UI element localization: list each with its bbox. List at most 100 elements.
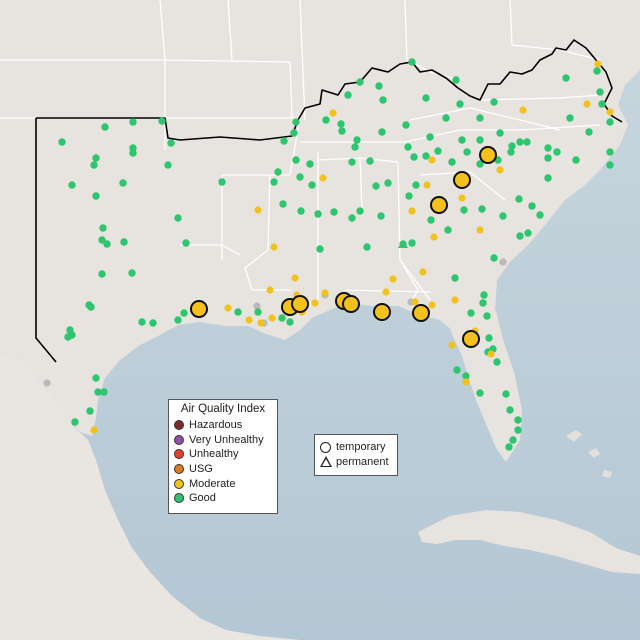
site-good-marker[interactable] [297, 207, 305, 215]
site-good-marker[interactable] [286, 318, 294, 326]
site-good-marker[interactable] [502, 390, 510, 398]
site-good-marker[interactable] [524, 229, 532, 237]
site-good-marker[interactable] [483, 312, 491, 320]
site-good-marker[interactable] [120, 238, 128, 246]
site-good-marker[interactable] [514, 416, 522, 424]
site-moderate-marker[interactable] [519, 106, 527, 114]
site-good-marker[interactable] [129, 149, 137, 157]
site-good-marker[interactable] [516, 232, 524, 240]
site-good-marker[interactable] [280, 137, 288, 145]
site-good-marker[interactable] [499, 212, 507, 220]
site-good-marker[interactable] [234, 308, 242, 316]
site-good-marker[interactable] [92, 192, 100, 200]
site-good-marker[interactable] [98, 270, 106, 278]
site-moderate-marker[interactable] [266, 286, 274, 294]
site-good-marker[interactable] [515, 195, 523, 203]
site-good-marker[interactable] [158, 117, 166, 125]
site-good-marker[interactable] [353, 136, 361, 144]
site-good-marker[interactable] [562, 74, 570, 82]
site-good-marker[interactable] [356, 78, 364, 86]
site-good-marker[interactable] [149, 319, 157, 327]
site-temporary-moderate-marker[interactable] [453, 171, 471, 189]
site-good-marker[interactable] [514, 426, 522, 434]
site-good-marker[interactable] [86, 407, 94, 415]
site-good-marker[interactable] [448, 158, 456, 166]
site-moderate-marker[interactable] [291, 274, 299, 282]
site-good-marker[interactable] [593, 67, 601, 75]
site-good-marker[interactable] [254, 308, 262, 316]
site-good-marker[interactable] [485, 334, 493, 342]
site-good-marker[interactable] [462, 372, 470, 380]
site-good-marker[interactable] [426, 133, 434, 141]
site-moderate-marker[interactable] [321, 289, 329, 297]
site-good-marker[interactable] [572, 156, 580, 164]
site-good-marker[interactable] [523, 138, 531, 146]
site-good-marker[interactable] [442, 114, 450, 122]
site-good-marker[interactable] [544, 174, 552, 182]
site-good-marker[interactable] [444, 226, 452, 234]
site-good-marker[interactable] [182, 239, 190, 247]
site-good-marker[interactable] [278, 314, 286, 322]
site-good-marker[interactable] [68, 331, 76, 339]
site-moderate-marker[interactable] [224, 304, 232, 312]
site-good-marker[interactable] [92, 374, 100, 382]
site-moderate-marker[interactable] [257, 319, 265, 327]
site-moderate-marker[interactable] [430, 233, 438, 241]
site-good-marker[interactable] [378, 128, 386, 136]
site-good-marker[interactable] [585, 128, 593, 136]
site-moderate-marker[interactable] [476, 226, 484, 234]
site-good-marker[interactable] [366, 157, 374, 165]
site-good-marker[interactable] [306, 160, 314, 168]
site-good-marker[interactable] [98, 236, 106, 244]
site-good-marker[interactable] [384, 179, 392, 187]
site-moderate-marker[interactable] [90, 426, 98, 434]
site-good-marker[interactable] [476, 114, 484, 122]
site-temporary-moderate-marker[interactable] [462, 330, 480, 348]
site-good-marker[interactable] [478, 205, 486, 213]
site-good-marker[interactable] [100, 388, 108, 396]
site-good-marker[interactable] [467, 309, 475, 317]
site-moderate-marker[interactable] [496, 166, 504, 174]
site-good-marker[interactable] [606, 118, 614, 126]
site-moderate-marker[interactable] [311, 299, 319, 307]
site-good-marker[interactable] [119, 179, 127, 187]
site-moderate-marker[interactable] [428, 156, 436, 164]
site-good-marker[interactable] [167, 139, 175, 147]
site-good-marker[interactable] [508, 142, 516, 150]
site-good-marker[interactable] [479, 299, 487, 307]
site-good-marker[interactable] [138, 318, 146, 326]
site-good-marker[interactable] [451, 274, 459, 282]
site-good-marker[interactable] [348, 214, 356, 222]
site-good-marker[interactable] [330, 208, 338, 216]
site-good-marker[interactable] [476, 389, 484, 397]
site-no-data-marker[interactable] [499, 258, 507, 266]
site-good-marker[interactable] [456, 100, 464, 108]
site-good-marker[interactable] [322, 116, 330, 124]
site-good-marker[interactable] [566, 114, 574, 122]
site-good-marker[interactable] [490, 254, 498, 262]
site-moderate-marker[interactable] [428, 301, 436, 309]
site-good-marker[interactable] [344, 91, 352, 99]
site-good-marker[interactable] [71, 418, 79, 426]
site-good-marker[interactable] [509, 436, 517, 444]
site-moderate-marker[interactable] [268, 314, 276, 322]
site-moderate-marker[interactable] [411, 298, 419, 306]
site-good-marker[interactable] [427, 216, 435, 224]
site-good-marker[interactable] [292, 156, 300, 164]
site-good-marker[interactable] [463, 148, 471, 156]
site-moderate-marker[interactable] [606, 108, 614, 116]
site-good-marker[interactable] [544, 144, 552, 152]
site-good-marker[interactable] [337, 120, 345, 128]
site-permanent-good-marker[interactable] [398, 240, 408, 248]
site-good-marker[interactable] [505, 443, 513, 451]
site-good-marker[interactable] [316, 245, 324, 253]
site-good-marker[interactable] [338, 127, 346, 135]
site-good-marker[interactable] [410, 153, 418, 161]
site-no-data-marker[interactable] [253, 302, 261, 310]
site-good-marker[interactable] [553, 148, 561, 156]
site-good-marker[interactable] [296, 173, 304, 181]
site-good-marker[interactable] [598, 100, 606, 108]
site-good-marker[interactable] [375, 82, 383, 90]
site-good-marker[interactable] [458, 136, 466, 144]
